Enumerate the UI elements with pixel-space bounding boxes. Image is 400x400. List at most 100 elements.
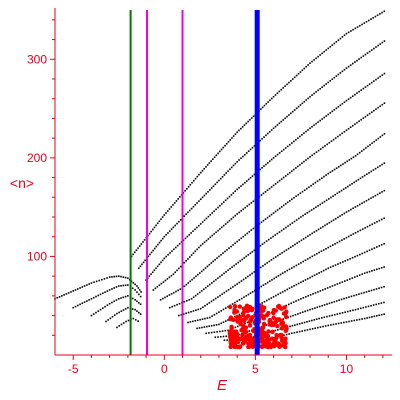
data-point	[132, 253, 134, 256]
data-point	[361, 252, 364, 255]
data-point	[213, 314, 216, 316]
data-point	[245, 255, 248, 258]
data-point	[293, 76, 296, 79]
data-point	[303, 321, 306, 324]
data-point	[263, 165, 265, 167]
data-point	[311, 319, 313, 322]
data-point	[122, 284, 125, 287]
data-point	[328, 141, 331, 144]
x-tick-label: 5	[252, 362, 259, 376]
data-point	[197, 273, 199, 276]
data-point	[109, 317, 112, 320]
data-point	[292, 301, 295, 303]
data-point	[223, 272, 225, 275]
data-point	[346, 279, 349, 281]
data-point	[265, 240, 268, 242]
highlight-point	[232, 342, 237, 347]
highlight-point	[246, 336, 251, 342]
data-point	[240, 280, 243, 282]
data-point	[328, 221, 331, 224]
data-point	[210, 187, 213, 189]
data-point	[332, 244, 334, 246]
data-point	[223, 174, 226, 176]
data-point	[291, 222, 294, 224]
data-point	[270, 186, 273, 188]
data-point	[307, 64, 309, 66]
data-point	[333, 168, 336, 171]
data-point	[189, 183, 192, 186]
data-point	[238, 129, 240, 132]
data-point	[240, 210, 243, 212]
data-point	[303, 100, 306, 103]
data-point	[354, 255, 356, 258]
data-point	[303, 189, 306, 191]
data-point	[317, 205, 319, 207]
data-point	[290, 112, 292, 115]
data-point	[280, 206, 283, 208]
data-point	[331, 285, 334, 287]
data-point	[217, 296, 219, 298]
data-point	[251, 146, 254, 149]
data-point	[113, 275, 115, 278]
data-point	[334, 137, 337, 139]
data-point	[213, 233, 215, 235]
data-point	[88, 299, 90, 301]
data-point	[158, 263, 161, 266]
series-18	[116, 317, 139, 329]
data-point	[336, 283, 339, 285]
data-point	[179, 196, 181, 198]
data-point	[319, 119, 321, 122]
y-tick-label: 100	[27, 249, 47, 263]
data-point	[238, 313, 241, 316]
data-point	[350, 320, 353, 322]
data-point	[171, 250, 173, 252]
data-point	[186, 235, 189, 238]
data-point	[300, 298, 302, 300]
data-point	[371, 248, 373, 250]
highlight-point	[229, 326, 234, 331]
data-point	[207, 238, 210, 240]
data-point	[133, 251, 136, 254]
data-point	[301, 69, 304, 72]
data-point	[380, 286, 383, 289]
series-2	[137, 40, 386, 270]
data-point	[321, 304, 323, 307]
highlight-point	[276, 343, 282, 348]
data-point	[383, 313, 385, 315]
data-point	[138, 245, 141, 247]
data-point	[214, 336, 217, 339]
data-point	[315, 229, 318, 232]
data-point	[344, 161, 346, 164]
data-point	[345, 321, 348, 323]
data-point	[290, 302, 292, 305]
data-point	[270, 259, 273, 261]
data-point	[347, 98, 350, 100]
data-point	[333, 109, 336, 111]
data-point	[137, 247, 139, 249]
data-point	[288, 81, 290, 84]
data-point	[325, 174, 327, 176]
data-point	[267, 132, 269, 135]
data-point	[285, 304, 288, 307]
data-point	[356, 121, 358, 124]
data-point	[296, 323, 299, 326]
data-point	[95, 280, 98, 283]
data-point	[226, 339, 228, 341]
data-point	[90, 282, 93, 284]
data-point	[344, 311, 346, 313]
data-point	[374, 194, 377, 197]
data-point	[363, 174, 366, 177]
data-point	[205, 166, 207, 168]
data-point	[249, 118, 251, 121]
data-point	[331, 78, 334, 81]
data-point	[251, 291, 254, 293]
data-point	[139, 295, 142, 298]
data-point	[267, 101, 269, 103]
data-point	[278, 152, 281, 154]
data-point	[206, 303, 208, 306]
data-point	[210, 300, 213, 303]
data-point	[222, 252, 224, 254]
data-point	[234, 133, 237, 135]
data-point	[354, 231, 357, 234]
data-point	[266, 216, 269, 219]
